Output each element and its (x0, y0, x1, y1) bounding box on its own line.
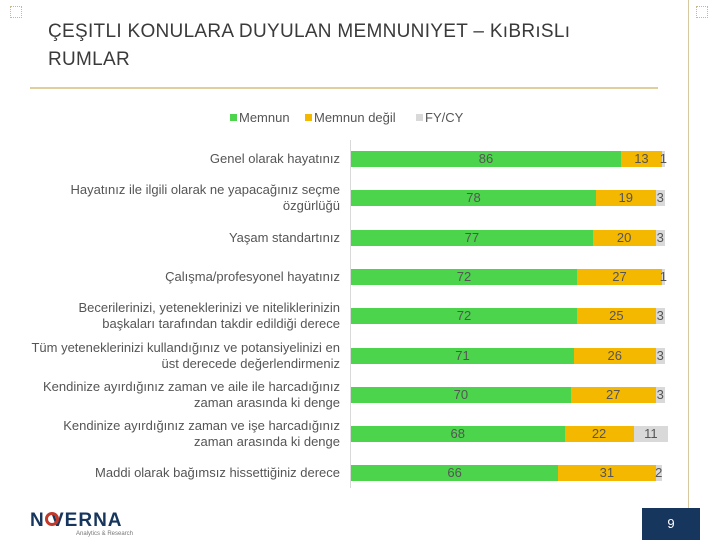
bar-segment-fy-cy (655, 465, 662, 482)
category-label: Tüm yeteneklerinizi kullandığınız ve pot… (31, 339, 340, 371)
bar-segment-memnun-degil (570, 386, 656, 403)
data-label-memnun: 68 (450, 426, 465, 442)
bar-segment-memnun-degil (595, 190, 656, 207)
bar-segment-memnun (351, 151, 622, 167)
bar-segment-memnun (351, 347, 574, 364)
bar-segment-memnun-degil (564, 426, 634, 443)
legend-item-memnun-degil: Memnun değil (305, 110, 396, 125)
data-label-memnun: 71 (455, 347, 470, 363)
bar-segment-fy-cy (661, 268, 665, 285)
data-label-memnun: 78 (466, 190, 481, 206)
category-label: Kendinize ayırdığınız zaman ve işe harca… (63, 418, 340, 450)
data-label-memnun: 86 (478, 151, 494, 166)
bar-segment-fy-cy (661, 151, 665, 167)
bar-segment-fy-cy (633, 426, 669, 443)
bar-segment-fy-cy (655, 229, 665, 246)
category-label: Yaşam standartınız (228, 229, 340, 245)
category-label: Maddi olarak bağımsız hissettiğiniz dere… (95, 465, 340, 481)
data-label-fy-cy: 3 (656, 308, 664, 324)
legend-item-memnun: Memnun (230, 110, 290, 125)
legend-swatch-fy-cy (416, 114, 423, 121)
bar-segment-memnun-degil (573, 347, 656, 364)
category-label: Çalışma/profesyonel hayatınız (165, 268, 340, 284)
data-label-memnun-degil: 13 (634, 151, 649, 166)
category-label: Hayatınız ile ilgili olarak ne yapacağın… (70, 182, 340, 214)
bar-segment-memnun (351, 426, 565, 443)
bar-segment-memnun (351, 386, 571, 403)
bar-segment-memnun (351, 268, 578, 285)
data-label-memnun-degil: 27 (612, 268, 627, 284)
slide-title: ÇEŞITLI KONULARA DUYULAN MEMNUNIYET – Kı… (48, 21, 571, 70)
logo-o-ring-icon (45, 512, 59, 526)
right-border-rule (688, 0, 689, 540)
data-label-memnun: 72 (456, 268, 472, 284)
bar-segment-fy-cy (655, 308, 665, 325)
legend-swatch-memnun (230, 114, 237, 121)
noverna-logo: N VERNA Analytics & Research (30, 510, 150, 538)
data-label-fy-cy: 11 (644, 426, 658, 442)
page-number-badge: 9 (642, 508, 700, 540)
corner-ornament-left (10, 6, 22, 18)
data-label-memnun-degil: 25 (609, 308, 624, 324)
data-label-memnun-degil: 20 (616, 229, 632, 245)
bar-segment-memnun-degil (592, 229, 656, 246)
data-label-fy-cy: 3 (656, 386, 664, 402)
bar-segment-memnun (351, 308, 578, 325)
bar-segment-memnun-degil (558, 465, 656, 482)
bar-segment-fy-cy (655, 347, 665, 364)
legend-label-memnun: Memnun (239, 110, 290, 125)
legend-label-memnun-degil: Memnun değil (314, 110, 396, 125)
legend-item-fy-cy: FY/CY (416, 110, 463, 125)
data-label-memnun: 72 (456, 308, 472, 324)
data-label-fy-cy: 3 (656, 347, 664, 363)
category-axis-line (350, 140, 351, 488)
chart-legend: Memnun Memnun değil FY/CY (0, 110, 720, 126)
bar-segment-fy-cy (655, 190, 665, 207)
data-label-memnun-degil: 22 (591, 426, 607, 442)
data-label-memnun-degil: 27 (605, 386, 621, 402)
category-label: Genel olarak hayatınız (209, 151, 340, 166)
bar-segment-memnun (351, 229, 593, 246)
bar-segment-memnun (351, 465, 559, 482)
data-label-fy-cy: 1 (659, 268, 668, 284)
bar-segment-memnun-degil (621, 151, 662, 167)
bar-segment-memnun-degil (577, 308, 656, 325)
data-label-fy-cy: 3 (656, 229, 664, 245)
data-label-memnun-degil: 31 (599, 465, 615, 481)
data-label-fy-cy: 1 (659, 151, 668, 166)
legend-label-fy-cy: FY/CY (425, 110, 464, 125)
data-label-memnun-degil: 19 (618, 190, 633, 206)
category-label: Kendinize ayırdığınız zaman ve aile ile … (42, 378, 340, 410)
data-label-memnun: 77 (464, 229, 480, 245)
bar-segment-memnun (351, 190, 596, 207)
bar-segment-memnun-degil (577, 268, 662, 285)
data-label-fy-cy: 2 (655, 465, 663, 481)
legend-swatch-memnun-degil (305, 114, 312, 121)
data-label-memnun: 66 (447, 465, 462, 481)
data-label-memnun-degil: 26 (607, 347, 622, 363)
title-underline (30, 87, 658, 89)
logo-subtext: Analytics & Research (76, 531, 134, 537)
data-label-memnun: 70 (453, 386, 469, 402)
data-label-fy-cy: 3 (656, 190, 664, 206)
category-label: Becerilerinizi, yeteneklerinizi ve nitel… (78, 300, 340, 332)
bar-segment-fy-cy (655, 386, 665, 403)
corner-ornament-right (696, 6, 708, 18)
logo-wordmark: N VERNA (30, 510, 123, 531)
